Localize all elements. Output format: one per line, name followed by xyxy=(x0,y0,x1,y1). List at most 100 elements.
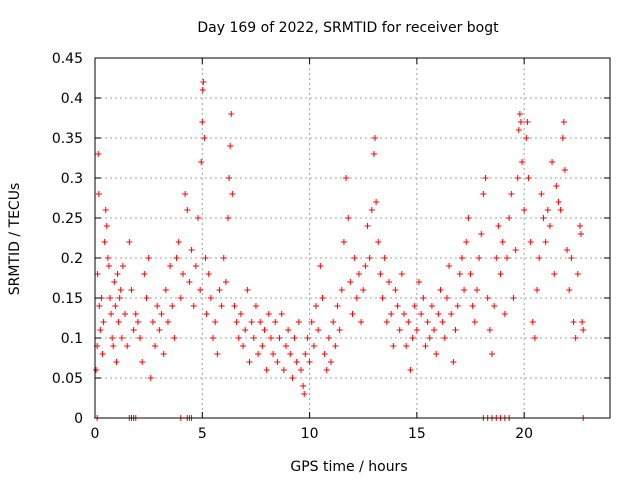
data-point xyxy=(467,271,474,277)
data-point xyxy=(274,359,281,365)
data-point xyxy=(295,319,302,325)
data-point xyxy=(171,335,178,341)
data-point xyxy=(428,303,435,309)
data-point xyxy=(222,279,229,285)
data-point xyxy=(104,255,111,261)
data-point xyxy=(263,367,270,373)
data-point xyxy=(358,319,365,325)
data-point xyxy=(199,87,206,93)
data-point xyxy=(349,311,356,317)
data-point xyxy=(555,199,562,205)
data-point xyxy=(433,351,440,357)
data-point xyxy=(364,223,371,229)
data-point xyxy=(448,311,455,317)
data-point xyxy=(212,319,219,325)
data-point xyxy=(197,287,204,293)
data-point xyxy=(486,327,493,333)
data-point xyxy=(195,215,201,221)
data-point xyxy=(540,215,547,221)
y-axis-ticks: 0 0.05 0.1 0.15 0.2 0.25 0.3 0.35 0.4 0.45 xyxy=(52,51,610,427)
data-point xyxy=(512,247,519,253)
data-point xyxy=(377,271,384,277)
data-point xyxy=(302,351,309,357)
data-point xyxy=(134,319,141,325)
data-point xyxy=(574,271,581,277)
data-point xyxy=(524,119,531,125)
data-point xyxy=(366,255,373,261)
data-point xyxy=(257,319,264,325)
y-axis-label: SRMTID / TECUs xyxy=(7,183,23,296)
data-point xyxy=(317,263,324,269)
data-point xyxy=(167,263,174,269)
data-point xyxy=(454,303,461,309)
data-point xyxy=(368,207,375,213)
data-point xyxy=(110,343,117,349)
data-point xyxy=(233,319,240,325)
data-point xyxy=(126,239,133,245)
data-point xyxy=(111,279,118,285)
data-point xyxy=(506,215,513,221)
data-point xyxy=(124,343,131,349)
data-point xyxy=(372,135,379,141)
data-point xyxy=(112,303,119,309)
data-point xyxy=(328,359,335,365)
data-point xyxy=(214,351,221,357)
data-point xyxy=(276,335,283,341)
data-point xyxy=(261,327,268,333)
data-point xyxy=(97,327,104,333)
data-point xyxy=(164,319,171,325)
data-point xyxy=(403,343,410,349)
data-point xyxy=(139,359,146,365)
data-point xyxy=(205,271,212,277)
data-point xyxy=(156,327,163,333)
data-point xyxy=(478,231,485,237)
data-point xyxy=(394,303,401,309)
data-point xyxy=(516,111,523,117)
data-point xyxy=(102,207,109,213)
data-point xyxy=(118,335,125,341)
data-point xyxy=(424,319,431,325)
data-point xyxy=(510,295,517,301)
data-point xyxy=(461,287,468,293)
data-point xyxy=(240,343,247,349)
data-point xyxy=(568,255,575,261)
data-point xyxy=(113,359,120,365)
data-point xyxy=(310,343,317,349)
data-point xyxy=(546,223,553,229)
data-point xyxy=(534,287,541,293)
data-point xyxy=(289,375,296,381)
data-point xyxy=(319,295,326,301)
data-point xyxy=(375,239,382,245)
data-point xyxy=(491,303,498,309)
data-point xyxy=(228,111,235,117)
y-tick-label: 0.3 xyxy=(61,171,83,187)
data-point xyxy=(199,119,206,125)
y-tick-label: 0.1 xyxy=(61,331,83,347)
data-point xyxy=(388,311,395,317)
data-point xyxy=(508,191,515,197)
data-point xyxy=(117,287,124,293)
data-point xyxy=(538,191,545,197)
data-point xyxy=(542,239,549,245)
data-point xyxy=(229,191,236,197)
data-point xyxy=(103,223,110,229)
data-point xyxy=(362,263,369,269)
data-point xyxy=(321,351,328,357)
data-point xyxy=(576,223,583,229)
data-point xyxy=(298,367,304,373)
data-point xyxy=(160,351,167,357)
data-point xyxy=(418,311,425,317)
chart-title: Day 169 of 2022, SRMTID for receiver bog… xyxy=(197,20,499,36)
data-point xyxy=(383,319,390,325)
data-point xyxy=(162,287,169,293)
data-point xyxy=(285,327,292,333)
data-point xyxy=(345,215,352,221)
data-point xyxy=(105,263,112,269)
data-point xyxy=(115,319,122,325)
data-point xyxy=(198,159,205,165)
data-point xyxy=(452,327,459,333)
data-point xyxy=(515,127,522,133)
y-tick-label: 0.15 xyxy=(52,291,83,307)
data-point xyxy=(437,287,444,293)
data-point xyxy=(109,335,116,341)
